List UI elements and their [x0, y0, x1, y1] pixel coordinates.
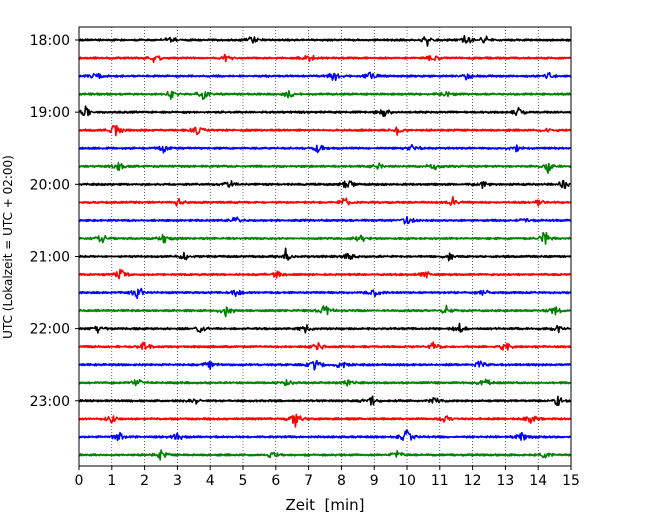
trace-row-2015 — [78, 196, 572, 207]
trace-row-1800 — [78, 34, 572, 47]
x-tick-label-11: 11 — [431, 473, 449, 489]
y-tick-label-4: 22:00 — [30, 322, 70, 338]
trace-row-2300 — [78, 395, 572, 407]
y-tick-label-1: 19:00 — [30, 105, 70, 121]
minute-gridlines — [111, 27, 539, 466]
x-tick-label-9: 9 — [370, 473, 379, 489]
trace-row-2100 — [78, 247, 572, 262]
y-tick-label-3: 21:00 — [30, 249, 70, 265]
x-axis-label: Zeit [min] — [285, 496, 364, 514]
y-tick-label-0: 18:00 — [30, 33, 70, 49]
x-tick-label-12: 12 — [464, 473, 482, 489]
trace-row-2130 — [78, 287, 572, 300]
x-axis: 0 1 2 3 4 5 6 7 8 9 10 11 12 13 14 15 — [75, 466, 580, 489]
y-axis-label: UTC (Lokalzeit = UTC + 02:00) — [1, 155, 15, 339]
trace-row-2245 — [78, 378, 572, 387]
plot-background — [79, 27, 571, 466]
x-tick-label-7: 7 — [304, 473, 313, 489]
x-tick-label-5: 5 — [239, 473, 248, 489]
y-axis: 18:00 19:00 20:00 21:00 22:00 23:00 — [30, 33, 79, 410]
trace-row-2230 — [78, 359, 572, 371]
trace-row-2145 — [78, 304, 572, 318]
y-tick-label-2: 20:00 — [30, 177, 70, 193]
trace-row-2115 — [78, 268, 572, 280]
y-tick-label-5: 23:00 — [30, 394, 70, 410]
trace-row-2315 — [78, 413, 572, 428]
trace-row-2200 — [78, 322, 572, 334]
trace-row-1930 — [78, 143, 572, 154]
seismogram-traces — [78, 34, 572, 461]
x-tick-label-6: 6 — [271, 473, 280, 489]
trace-row-1945 — [78, 161, 572, 174]
plot-frame — [78, 26, 572, 467]
x-tick-label-13: 13 — [496, 473, 514, 489]
trace-row-2345 — [78, 449, 572, 461]
x-tick-label-3: 3 — [173, 473, 182, 489]
trace-row-1815 — [78, 53, 572, 63]
plot-area — [78, 26, 572, 467]
x-tick-label-4: 4 — [206, 473, 215, 489]
x-tick-label-2: 2 — [140, 473, 149, 489]
x-tick-label-10: 10 — [398, 473, 416, 489]
trace-row-1900 — [78, 105, 572, 118]
trace-row-1830 — [78, 71, 572, 82]
trace-row-1915 — [78, 124, 572, 137]
x-tick-label-8: 8 — [337, 473, 346, 489]
x-tick-label-1: 1 — [107, 473, 116, 489]
x-tick-label-15: 15 — [562, 473, 580, 489]
trace-row-2045 — [78, 231, 572, 245]
trace-row-2330 — [78, 429, 572, 442]
trace-row-2030 — [78, 215, 572, 225]
trace-row-1845 — [78, 89, 572, 101]
trace-row-2000 — [78, 179, 572, 190]
x-tick-label-14: 14 — [529, 473, 547, 489]
trace-row-2215 — [78, 341, 572, 351]
x-tick-label-0: 0 — [75, 473, 84, 489]
